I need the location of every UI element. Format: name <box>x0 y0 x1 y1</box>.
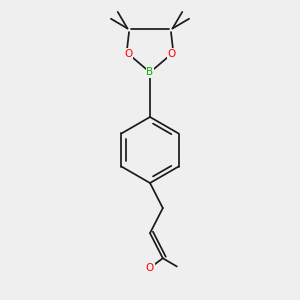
Text: O: O <box>146 263 154 273</box>
Text: O: O <box>167 49 176 59</box>
Text: B: B <box>146 67 154 77</box>
Text: O: O <box>124 49 133 59</box>
